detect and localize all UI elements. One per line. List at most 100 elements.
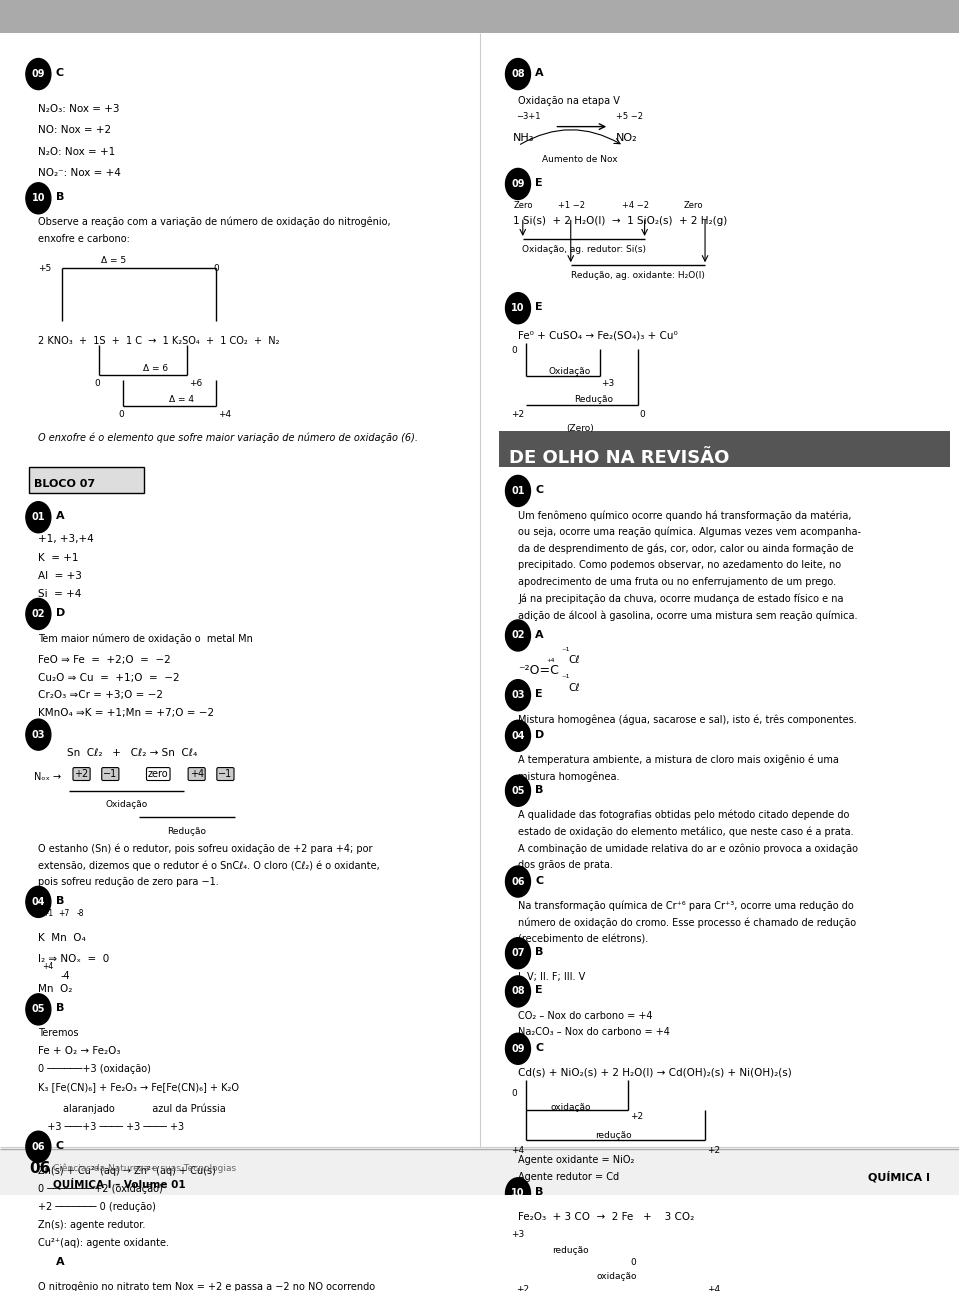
Text: +2: +2 [75,769,88,778]
Text: A: A [536,68,544,77]
Text: Fe₂O₃  + 3 CO  →  2 Fe   +    3 CO₂: Fe₂O₃ + 3 CO → 2 Fe + 3 CO₂ [518,1212,694,1223]
Text: +2: +2 [630,1112,643,1121]
Text: C: C [536,1043,543,1053]
Text: A temperatura ambiente, a mistura de cloro mais oxigênio é uma: A temperatura ambiente, a mistura de clo… [518,755,839,766]
Text: 07: 07 [32,1257,45,1268]
Text: O nitrogênio no nitrato tem Nox = +2 e passa a −2 no NO ocorrendo: O nitrogênio no nitrato tem Nox = +2 e p… [38,1282,375,1291]
Text: 0: 0 [639,409,645,418]
Text: Si  = +4: Si = +4 [38,589,82,599]
Text: E: E [536,302,543,312]
Text: -4: -4 [60,971,70,981]
Text: QUÍMICA I: QUÍMICA I [869,1171,930,1183]
Text: Teremos: Teremos [38,1029,79,1038]
Text: Δ = 6: Δ = 6 [143,364,168,373]
Text: +1: +1 [42,909,54,918]
Text: Cr₂O₃ ⇒Cr = +3;O = −2: Cr₂O₃ ⇒Cr = +3;O = −2 [38,691,163,701]
Circle shape [506,620,531,651]
Text: 0: 0 [512,346,517,355]
Text: C: C [56,1141,63,1150]
Text: 05: 05 [32,1004,45,1015]
Text: NO₂⁻: Nox = +4: NO₂⁻: Nox = +4 [38,168,121,178]
Text: DE OLHO NA REVISÃO: DE OLHO NA REVISÃO [509,449,729,467]
Text: O estanho (Sn) é o redutor, pois sofreu oxidação de +2 para +4; por: O estanho (Sn) é o redutor, pois sofreu … [38,843,372,853]
Text: ⁻¹: ⁻¹ [562,674,569,683]
Text: BLOCO 07: BLOCO 07 [34,479,95,489]
Text: Agente redutor = Cd: Agente redutor = Cd [518,1172,619,1181]
Text: da de desprendimento de gás, cor, odor, calor ou ainda formação de: da de desprendimento de gás, cor, odor, … [518,544,853,554]
Text: Agente oxidante = NiO₂: Agente oxidante = NiO₂ [518,1155,635,1164]
Text: Zero: Zero [684,200,704,209]
Text: NO: Nox = +2: NO: Nox = +2 [38,125,111,136]
Text: 03: 03 [32,729,45,740]
Circle shape [26,994,51,1025]
FancyBboxPatch shape [0,0,959,34]
Text: apodrecimento de uma fruta ou no enferrujamento de um prego.: apodrecimento de uma fruta ou no enferru… [518,577,836,587]
Text: D: D [56,608,65,618]
Text: +5: +5 [38,263,52,272]
Text: Cu²⁺(aq): agente oxidante.: Cu²⁺(aq): agente oxidante. [38,1238,169,1247]
Circle shape [26,887,51,918]
Text: B: B [536,948,543,957]
Text: +1 −2: +1 −2 [559,200,586,209]
Circle shape [506,293,531,324]
FancyBboxPatch shape [29,467,144,493]
Text: 06: 06 [32,1141,45,1152]
Text: A qualidade das fotografias obtidas pelo método citado depende do: A qualidade das fotografias obtidas pelo… [518,809,850,820]
Text: 0: 0 [512,1090,517,1099]
Circle shape [506,1033,531,1064]
Text: 08: 08 [511,68,525,79]
Text: 01: 01 [32,513,45,523]
Text: Redução, ag. oxidante: H₂O(l): Redução, ag. oxidante: H₂O(l) [571,271,705,280]
Text: +7: +7 [59,909,70,918]
Text: N₂O: Nox = +1: N₂O: Nox = +1 [38,147,115,158]
Circle shape [506,775,531,807]
Text: zero: zero [148,769,169,778]
Text: precipitado. Como podemos observar, no azedamento do leite, no: precipitado. Como podemos observar, no a… [518,560,841,571]
Text: ou seja, ocorre uma reação química. Algumas vezes vem acompanha-: ou seja, ocorre uma reação química. Algu… [518,527,861,537]
Text: E: E [536,689,543,700]
Text: 02: 02 [32,609,45,618]
Text: +4: +4 [707,1286,720,1291]
Text: +5 −2: +5 −2 [615,112,643,121]
Text: QUÍMICA I – Volume 01: QUÍMICA I – Volume 01 [53,1177,185,1189]
Text: FeO ⇒ Fe  =  +2;O  =  −2: FeO ⇒ Fe = +2;O = −2 [38,655,171,665]
Text: K  = +1: K = +1 [38,553,79,563]
Text: Já na precipitação da chuva, ocorre mudança de estado físico e na: Já na precipitação da chuva, ocorre muda… [518,594,844,604]
Text: redução: redução [595,1131,633,1140]
Circle shape [506,168,531,200]
Text: D: D [536,729,544,740]
Text: NH₃: NH₃ [514,133,535,142]
Text: O enxofre é o elemento que sofre maior variação de número de oxidação (6).: O enxofre é o elemento que sofre maior v… [38,432,419,443]
Text: Ciências da Natureza e suas Tecnologias: Ciências da Natureza e suas Tecnologias [53,1163,236,1174]
Circle shape [506,1177,531,1208]
Text: 10: 10 [512,1188,525,1198]
Text: 0: 0 [118,409,124,418]
FancyBboxPatch shape [0,1149,959,1194]
Text: alaranjado            azul da Prússia: alaranjado azul da Prússia [38,1104,227,1114]
Text: Cu₂O ⇒ Cu  =  +1;O  =  −2: Cu₂O ⇒ Cu = +1;O = −2 [38,673,180,683]
Text: Um fenômeno químico ocorre quando há transformação da matéria,: Um fenômeno químico ocorre quando há tra… [518,510,852,520]
Text: 09: 09 [512,179,525,188]
Text: +2 ─────── 0 (redução): +2 ─────── 0 (redução) [38,1202,156,1212]
Text: 10: 10 [512,303,525,314]
Text: número de oxidação do cromo. Esse processo é chamado de redução: número de oxidação do cromo. Esse proces… [518,918,856,928]
Text: ⁺⁴: ⁺⁴ [547,658,555,667]
Text: I. V; II. F; III. V: I. V; II. F; III. V [518,972,586,982]
Text: estado de oxidação do elemento metálico, que neste caso é a prata.: estado de oxidação do elemento metálico,… [518,826,853,837]
Text: +4 −2: +4 −2 [621,200,649,209]
Text: A: A [536,630,544,639]
Circle shape [506,475,531,506]
Text: 02: 02 [512,630,525,640]
Text: Na₂CO₃ – Nox do carbono = +4: Na₂CO₃ – Nox do carbono = +4 [518,1028,670,1037]
Text: E: E [536,985,543,995]
Text: +6: +6 [189,378,203,387]
Text: Oxidação: Oxidação [106,800,148,809]
Text: dos grãos de prata.: dos grãos de prata. [518,860,612,870]
Circle shape [506,720,531,751]
Text: K  Mn  O₄: K Mn O₄ [38,933,86,942]
Text: Fe + O₂ → Fe₂O₃: Fe + O₂ → Fe₂O₃ [38,1047,121,1056]
Text: ⁻²O=C: ⁻²O=C [518,664,559,678]
Text: 06: 06 [512,877,525,887]
Text: CO₂ – Nox do carbono = +4: CO₂ – Nox do carbono = +4 [518,1011,653,1021]
Text: redução: redução [552,1246,589,1255]
